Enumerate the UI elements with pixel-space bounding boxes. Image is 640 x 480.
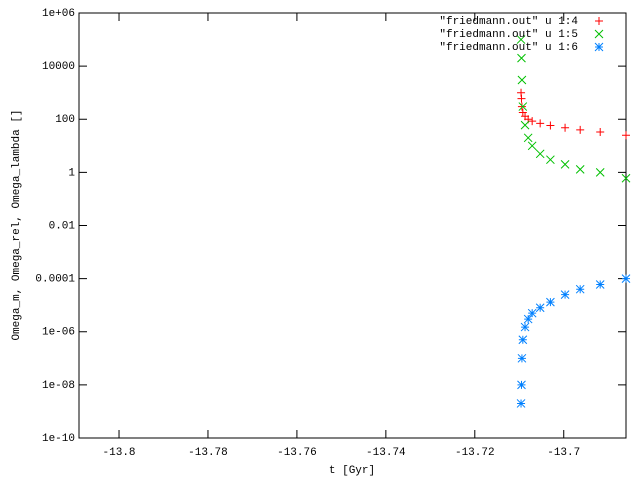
x-axis-label: t [Gyr]	[329, 465, 375, 477]
point	[546, 297, 555, 307]
legend-label: "friedmann.out" u 1:5	[439, 29, 578, 41]
x-tick-label: -13.78	[188, 447, 228, 459]
point	[517, 94, 526, 103]
y-tick-label: 1e-10	[42, 433, 75, 445]
point	[518, 335, 528, 345]
legend-marker	[594, 29, 604, 39]
x-tick-label: -13.8	[103, 447, 136, 459]
point	[560, 290, 570, 299]
point	[517, 102, 526, 111]
point	[527, 141, 537, 151]
x-tick-label: -13.76	[277, 447, 317, 459]
legend-label: "friedmann.out" u 1:4	[439, 16, 578, 28]
point	[622, 131, 630, 140]
point	[535, 149, 545, 159]
y-tick-label: 1e+06	[42, 8, 75, 20]
point	[523, 314, 533, 324]
point	[528, 117, 537, 126]
point	[516, 35, 526, 44]
y-tick-label: 0.0001	[35, 274, 75, 286]
point	[595, 280, 605, 289]
y-axis-label: Omega_m, Omega_rel, Omega_lambda []	[11, 109, 23, 340]
point	[517, 75, 527, 85]
point	[621, 173, 631, 183]
point	[517, 353, 527, 363]
x-tick-label: -13.72	[455, 447, 495, 459]
point	[520, 120, 530, 130]
point	[546, 155, 555, 165]
y-tick-label: 100	[55, 114, 75, 126]
point	[516, 399, 526, 408]
point	[518, 102, 528, 111]
point	[560, 160, 570, 169]
y-tick-label: 0.01	[49, 220, 76, 232]
point	[546, 121, 555, 130]
x-tick-label: -13.7	[547, 447, 580, 459]
point	[561, 123, 570, 132]
point	[535, 303, 545, 313]
point	[596, 128, 605, 137]
y-tick-label: 1e-08	[42, 380, 75, 392]
y-tick-label: 10000	[42, 61, 75, 73]
point	[595, 168, 605, 177]
point	[576, 125, 585, 134]
point	[517, 380, 526, 390]
point	[517, 53, 526, 63]
point	[575, 284, 585, 294]
x-tick-label: -13.74	[366, 447, 406, 459]
legend-label: "friedmann.out" u 1:6	[439, 42, 578, 54]
y-tick-label: 1	[68, 167, 75, 179]
point	[527, 308, 537, 318]
point	[575, 164, 585, 174]
plot-border	[78, 12, 627, 439]
legend-marker	[594, 42, 604, 52]
point	[536, 119, 545, 128]
point	[621, 274, 631, 283]
y-tick-label: 1e-06	[42, 327, 75, 339]
legend-marker	[595, 17, 603, 25]
point	[523, 133, 533, 143]
point	[520, 322, 530, 332]
